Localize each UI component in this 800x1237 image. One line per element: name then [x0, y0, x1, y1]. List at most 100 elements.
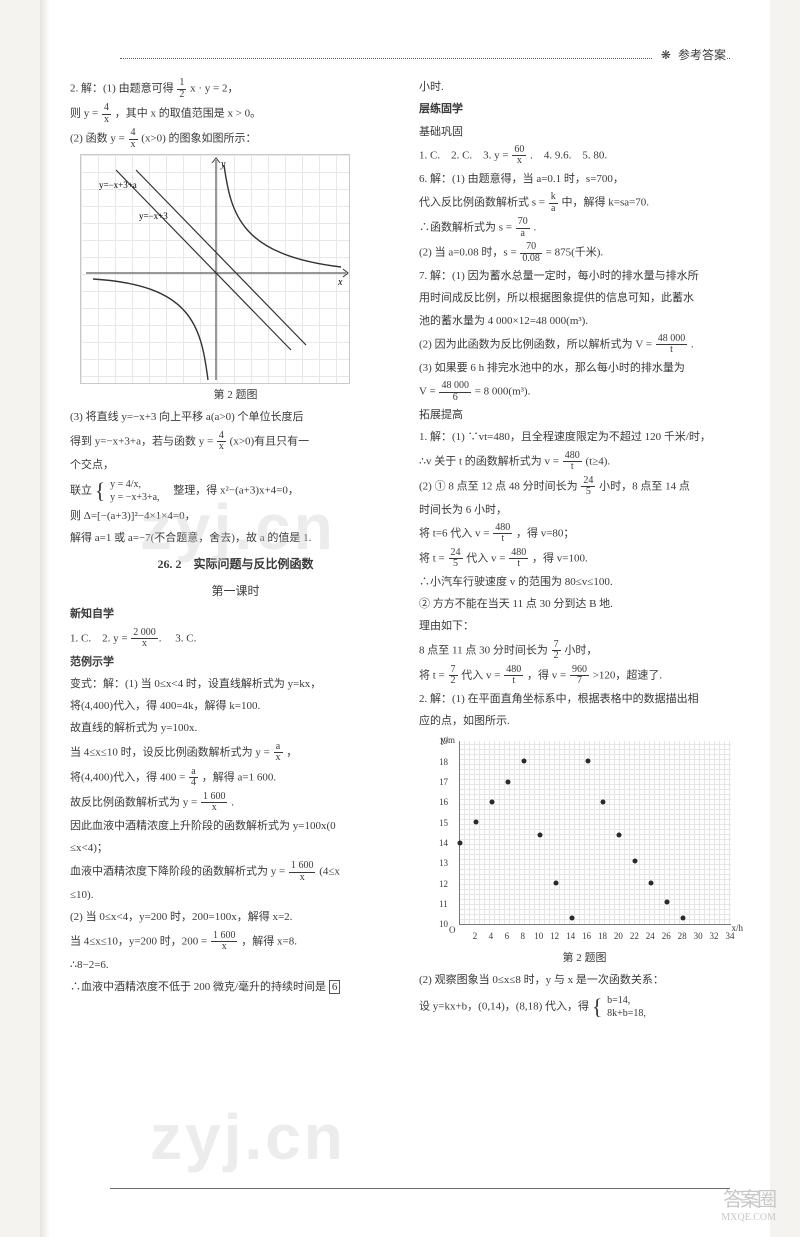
scatter-xtick: 30 [694, 929, 703, 945]
line: ∴小汽车行驶速度 v 的范围为 80≤v≤100. [419, 573, 750, 592]
scatter-point [537, 832, 542, 837]
scatter-xtick: 2 [473, 929, 478, 945]
scatter-point [505, 779, 510, 784]
header-rule [120, 58, 730, 59]
scatter-xtick: 28 [678, 929, 687, 945]
scatter-point [569, 915, 574, 920]
section-title-262: 26. 2 实际问题与反比例函数 [70, 554, 401, 575]
line: 1. C. 2. C. 3. y = 60x . 4. 9.6. 5. 80. [419, 145, 750, 167]
line: ∴v 关于 t 的函数解析式为 v = 480t (t≥4). [419, 451, 750, 473]
scatter-ytick: 15 [439, 815, 448, 831]
line: 将 t=6 代入 v = 480t ，得 v=80； [419, 523, 750, 545]
scatter-ytick: 18 [439, 754, 448, 770]
line: ≤10). [70, 886, 401, 905]
line: (2) ① 8 点至 12 点 48 分时间长为 245 小时，8 点至 14 … [419, 476, 750, 498]
scatter-point [601, 800, 606, 805]
footer-rule [110, 1188, 730, 1189]
column-left: 2. 解：(1) 由题意可得 12 x · y = 2， 则 y = 4x ，其… [70, 78, 401, 1023]
scatter-point [633, 858, 638, 863]
line: ② 方方不能在当天 11 点 30 分到达 B 地. [419, 595, 750, 614]
line: ≤x<4)； [70, 839, 401, 858]
logo-url: MXQE.COM [721, 1212, 776, 1223]
line: 血液中酒精浓度下降阶段的函数解析式为 y = 1 600x (4≤x [70, 861, 401, 883]
logo-chars: 答案圈 [721, 1183, 776, 1212]
line: 1. 解：(1) ∵vt=480，且全程速度限定为不超过 120 千米/时， [419, 428, 750, 447]
scatter-xtick: 20 [614, 929, 623, 945]
scatter-xtick: 26 [662, 929, 671, 945]
svg-text:x: x [337, 277, 343, 288]
line: 解得 a=1 或 a=−7(不合题意，舍去)，故 a 的值是 1. [70, 529, 401, 548]
scatter-ytick: 13 [439, 856, 448, 872]
scatter-point [489, 800, 494, 805]
line: 时间长为 6 小时， [419, 501, 750, 520]
column-right: 小时. 层练固学 基础巩固 1. C. 2. C. 3. y = 60x . 4… [419, 78, 750, 1023]
line: 个交点， [70, 456, 401, 475]
scatter-xtick: 18 [598, 929, 607, 945]
scatter-point [681, 915, 686, 920]
line: 将(4,400)代入，得 400 = a4 ，解得 a=1 600. [70, 767, 401, 789]
subhead-fanli: 范例示学 [70, 653, 401, 672]
line: 代入反比例函数解析式 s = ka 中，解得 k=sa=70. [419, 192, 750, 214]
line: (2) 观察图象当 0≤x≤8 时，y 与 x 是一次函数关系： [419, 971, 750, 990]
scatter-xtick: 16 [582, 929, 591, 945]
function-graph: y=−x+3+a y=−x+3 x y [80, 154, 350, 384]
line: (3) 将直线 y=−x+3 向上平移 a(a>0) 个单位长度后 [70, 408, 401, 427]
scatter-xtick: 32 [710, 929, 719, 945]
svg-text:y: y [220, 159, 226, 170]
line: 小时. [419, 78, 750, 97]
scatter-ytick: 11 [439, 897, 448, 913]
line: 得到 y=−x+3+a，若与函数 y = 4x (x>0)有且只有一 [70, 431, 401, 453]
scatter-point [585, 759, 590, 764]
line: 理由如下： [419, 617, 750, 636]
scatter-plot: y/m x/h O 191817161514131211102468101214… [437, 737, 737, 947]
scatter-ytick: 12 [439, 876, 448, 892]
scatter-ytick: 14 [439, 836, 448, 852]
line: 用时间成反比例，所以根据图象提供的信息可知，此蓄水 [419, 289, 750, 308]
boxed-answer: 6 [329, 980, 341, 994]
line: 应的点，如图所示. [419, 712, 750, 731]
graph-label-1: y=−x+3+a [99, 180, 137, 190]
line: ∴血液中酒精浓度不低于 200 微克/毫升的持续时间是 6 [70, 978, 401, 997]
scatter-origin: O [449, 923, 456, 939]
scatter-xtick: 4 [489, 929, 494, 945]
line: 联立 { y = 4/x, y = −x+3+a, 整理，得 x²−(a+3)x… [70, 478, 401, 504]
line: 故直线的解析式为 y=100x. [70, 719, 401, 738]
line: 将 t = 245 代入 v = 480t ，得 v=100. [419, 548, 750, 570]
line: ∴8−2=6. [70, 956, 401, 975]
line: 则 Δ=[−(a+3)]²−4×1×4=0， [70, 507, 401, 526]
line: 当 4≤x≤10，y=200 时，200 = 1 600x ，解得 x=8. [70, 931, 401, 953]
subhead-xinzhi: 新知自学 [70, 605, 401, 624]
line: 7. 解：(1) 因为蓄水总量一定时，每小时的排水量与排水所 [419, 267, 750, 286]
scatter-ytick: 19 [439, 734, 448, 750]
scatter-xtick: 8 [521, 929, 526, 945]
subhead-jichu: 基础巩固 [419, 123, 750, 142]
line: 将(4,400)代入，得 400=4k，解得 k=100. [70, 697, 401, 716]
scatter-point [521, 759, 526, 764]
line: (3) 如果要 6 h 排完水池中的水，那么每小时的排水量为 [419, 359, 750, 378]
two-column-layout: 2. 解：(1) 由题意可得 12 x · y = 2， 则 y = 4x ，其… [70, 78, 750, 1023]
line: 将 t = 72 代入 v = 480t ，得 v = 9607 >120，超速… [419, 665, 750, 687]
scatter-xtick: 6 [505, 929, 510, 945]
graph-label-2: y=−x+3 [139, 211, 168, 221]
line: 1. C. 2. y = 2 000x. 3. C. [70, 628, 401, 650]
scatter-ytick: 10 [439, 917, 448, 933]
graph-caption: 第 2 题图 [70, 386, 401, 405]
page-header-label: ❋ 参考答案 [653, 46, 726, 63]
page-spine [40, 0, 50, 1237]
scatter-point [649, 881, 654, 886]
line: (2) 当 a=0.08 时，s = 700.08 = 875(千米). [419, 242, 750, 264]
line: 变式：解：(1) 当 0≤x<4 时，设直线解析式为 y=kx， [70, 675, 401, 694]
scatter-point [665, 899, 670, 904]
scatter-xtick: 14 [566, 929, 575, 945]
line: (2) 当 0≤x<4，y=200 时，200=100x，解得 x=2. [70, 908, 401, 927]
graph-svg: y=−x+3+a y=−x+3 x y [81, 155, 351, 385]
scatter-ytick: 16 [439, 795, 448, 811]
site-logo: 答案圈 MXQE.COM [721, 1183, 776, 1223]
line: 2. 解：(1) 由题意可得 12 x · y = 2， [70, 78, 401, 100]
scatter-xtick: 10 [534, 929, 543, 945]
subhead-tuozhan: 拓展提高 [419, 406, 750, 425]
line: (2) 因为此函数为反比例函数，所以解析式为 V = 48 000t . [419, 334, 750, 356]
scatter-xtick: 22 [630, 929, 639, 945]
document-page: ❋ 参考答案 2. 解：(1) 由题意可得 12 x · y = 2， 则 y … [50, 0, 770, 1237]
scatter-ytick: 17 [439, 775, 448, 791]
